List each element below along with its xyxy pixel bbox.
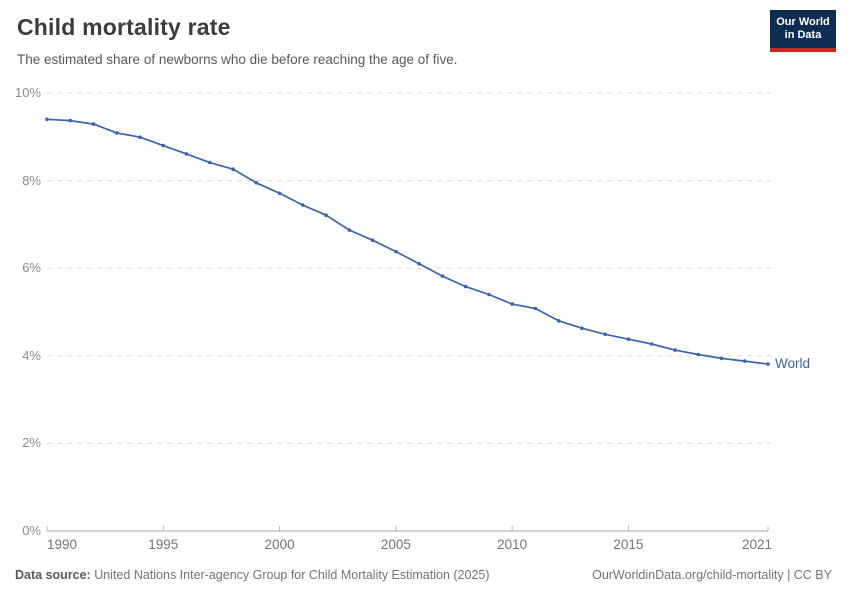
series-label-world[interactable]: World [775, 356, 811, 372]
data-point[interactable] [347, 228, 352, 232]
data-point[interactable] [603, 332, 607, 337]
data-point[interactable] [184, 152, 189, 156]
x-axis-tick-label: 2000 [264, 537, 295, 552]
data-point[interactable] [394, 249, 398, 254]
data-source-label: Data source: [15, 568, 91, 582]
y-axis-tick-label: 8% [22, 172, 41, 188]
data-point[interactable] [138, 135, 142, 139]
data-point[interactable] [417, 262, 421, 266]
chart-subtitle: The estimated share of newborns who die … [17, 52, 458, 67]
data-point[interactable] [370, 238, 375, 242]
data-point[interactable] [440, 274, 445, 278]
data-point[interactable] [626, 337, 631, 342]
owid-logo-line2: in Data [784, 29, 822, 41]
y-axis-tick-label: 4% [22, 347, 41, 363]
data-source-text: United Nations Inter-agency Group for Ch… [90, 568, 490, 582]
owid-logo[interactable]: Our World in Data [770, 10, 836, 52]
x-axis-tick-label: 2021 [741, 537, 772, 552]
data-point[interactable] [324, 213, 328, 217]
x-axis-tick-label: 2010 [497, 537, 528, 552]
data-point[interactable] [742, 359, 747, 363]
x-axis-tick-label: 2005 [380, 537, 411, 552]
data-point[interactable] [91, 122, 96, 126]
data-point[interactable] [696, 352, 700, 357]
x-axis-tick-label: 1995 [148, 537, 179, 552]
data-point[interactable] [487, 292, 491, 297]
page-title: Child mortality rate [17, 14, 231, 40]
data-point[interactable] [649, 342, 654, 346]
data-point[interactable] [766, 362, 770, 366]
y-axis-tick-label: 6% [22, 260, 41, 276]
data-point[interactable] [254, 181, 259, 185]
data-point[interactable] [580, 326, 584, 331]
data-point[interactable] [45, 117, 49, 122]
data-point[interactable] [463, 284, 468, 289]
data-point[interactable] [301, 203, 305, 207]
data-point[interactable] [161, 143, 166, 148]
owid-credit-link[interactable]: OurWorldinData.org/child-mortality | CC … [592, 568, 832, 582]
y-axis-tick-label: 10% [14, 85, 41, 100]
x-axis-tick-label: 1990 [47, 537, 78, 552]
data-point[interactable] [208, 160, 212, 165]
data-point[interactable] [231, 167, 235, 171]
data-point[interactable] [68, 118, 73, 123]
data-point[interactable] [533, 306, 538, 311]
data-point[interactable] [556, 319, 561, 323]
data-point[interactable] [673, 348, 677, 352]
data-point[interactable] [115, 131, 119, 135]
y-axis-tick-label: 2% [22, 435, 41, 451]
x-axis-tick-label: 2015 [613, 537, 644, 552]
chart-footer: Data source: United Nations Inter-agency… [15, 568, 832, 582]
series-line-world[interactable] [46, 118, 769, 365]
data-point[interactable] [510, 302, 514, 306]
data-point[interactable] [277, 191, 282, 196]
data-source-note: Data source: United Nations Inter-agency… [15, 568, 490, 582]
data-point[interactable] [719, 356, 724, 361]
y-axis-tick-label: 0% [22, 523, 41, 538]
owid-logo-line1: Our World [776, 16, 830, 28]
